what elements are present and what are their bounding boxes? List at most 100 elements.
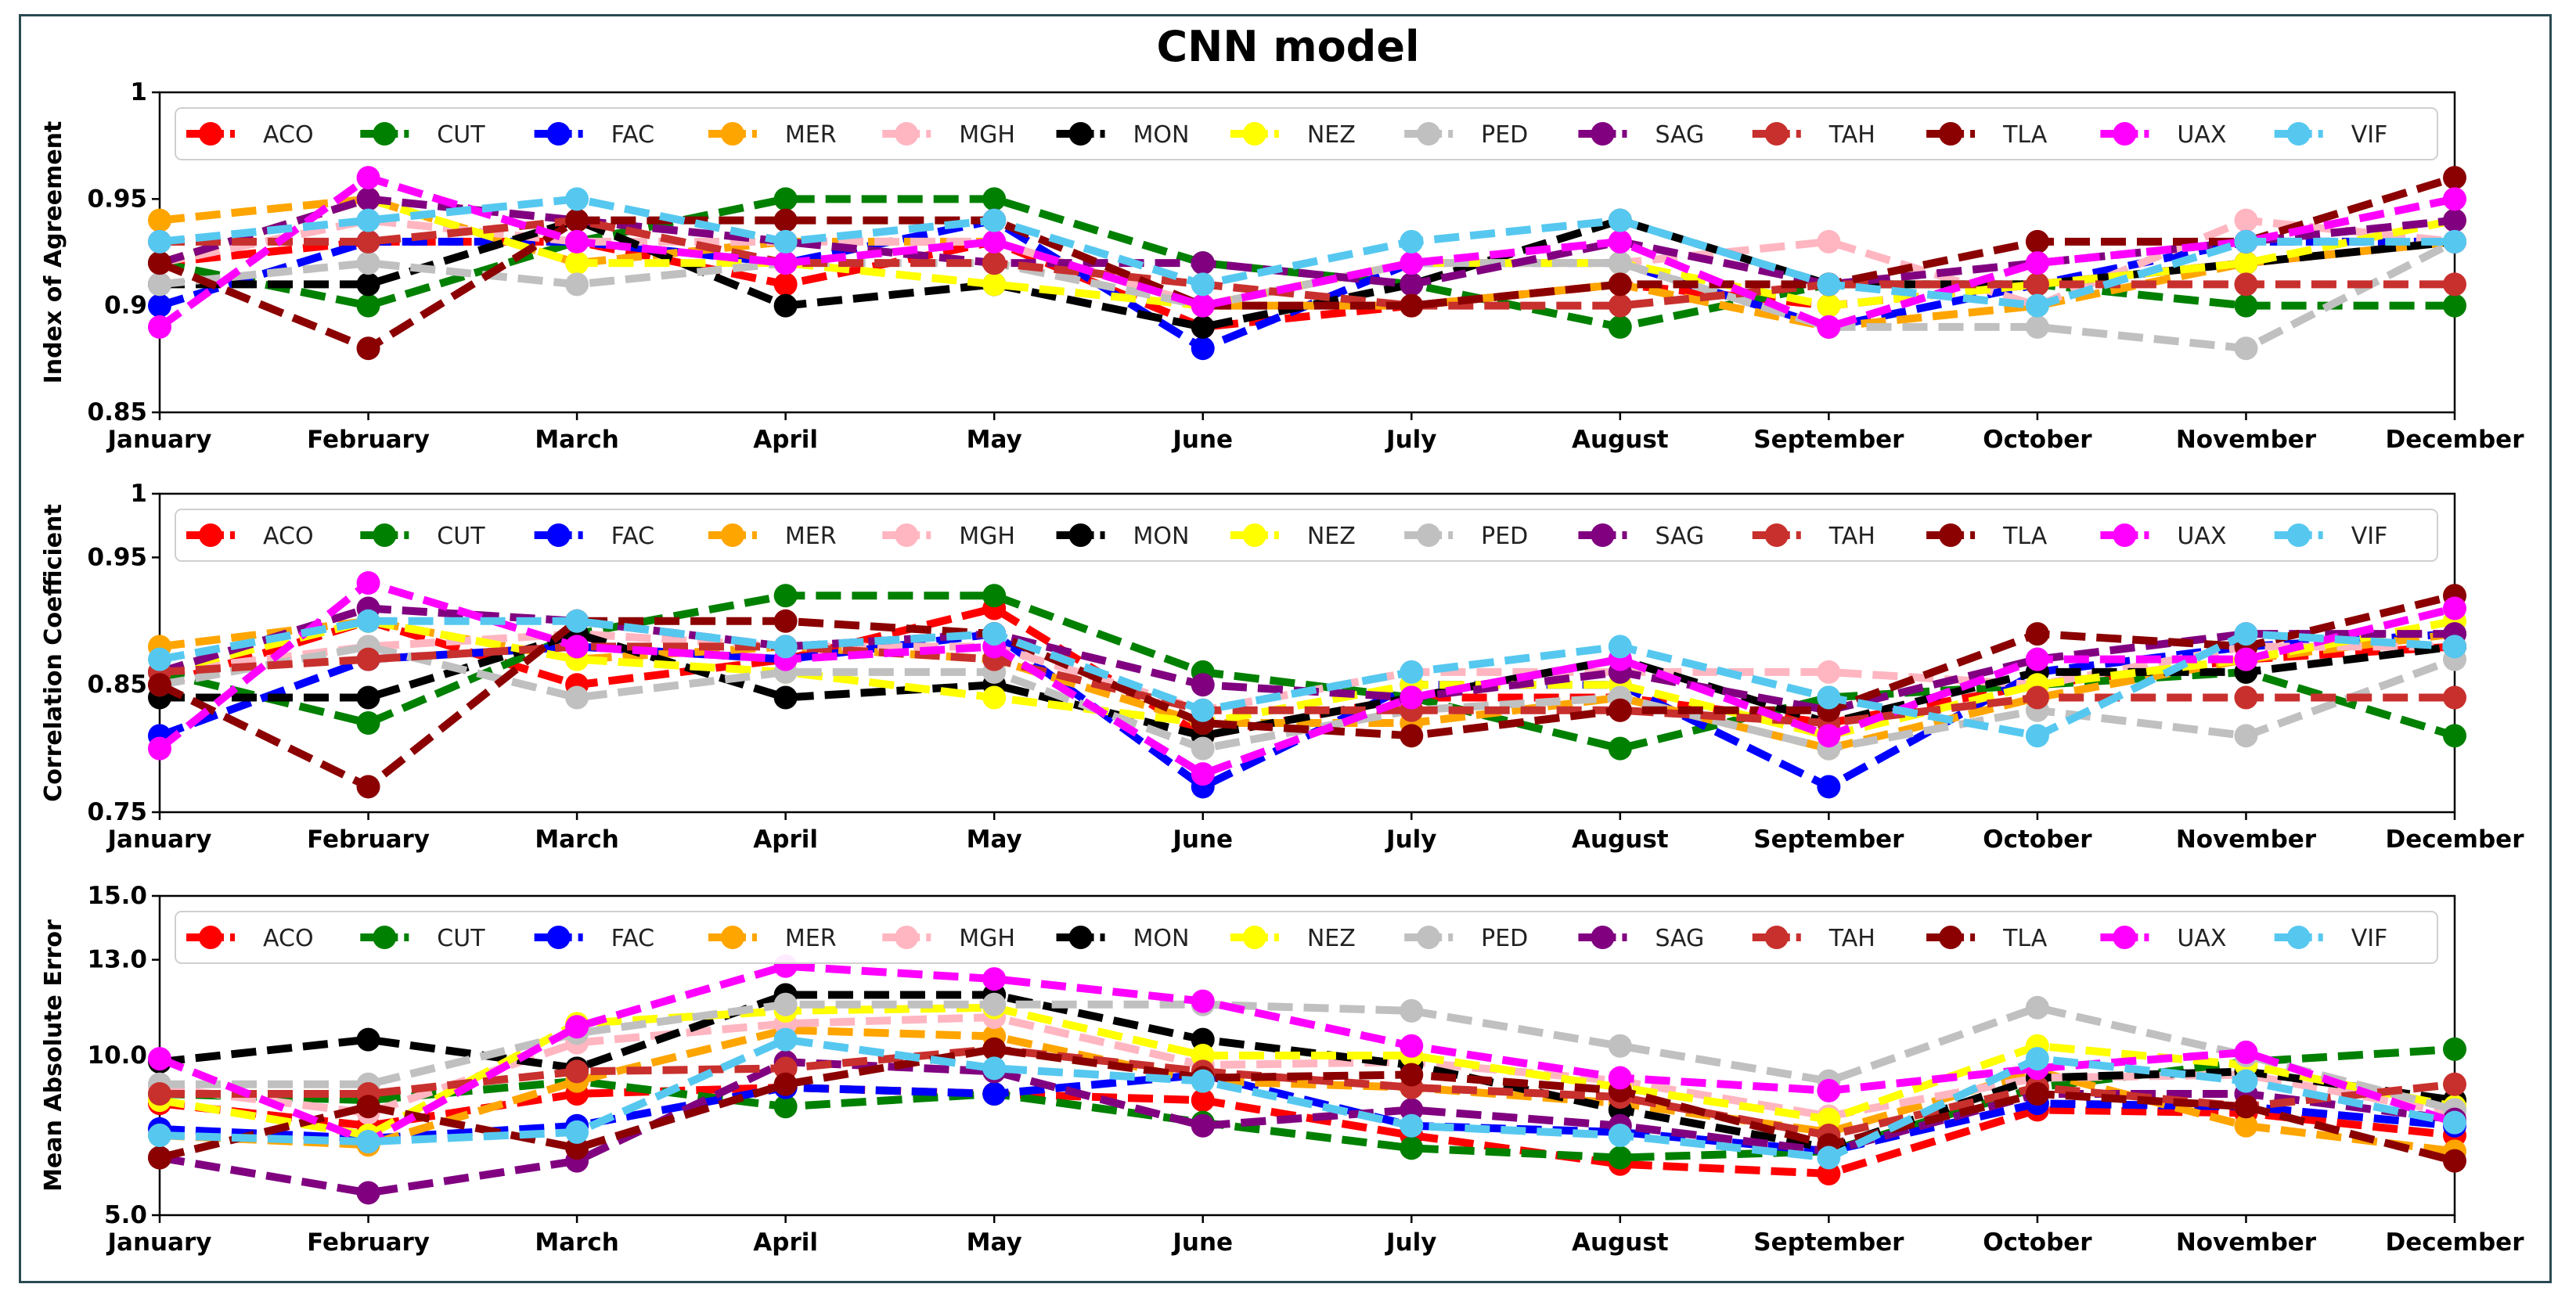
legend-marker-PED (1417, 523, 1441, 547)
data-point-VIF (565, 1120, 589, 1144)
data-point-TAH (2443, 685, 2466, 710)
legend-label-MON: MON (1133, 523, 1190, 550)
legend: ACO CUT FAC MER MGH MON NEZ PED SAG TAH TLA UAX VIF (175, 911, 2438, 964)
data-point-UAX (148, 1047, 171, 1071)
data-point-CUT (2443, 293, 2466, 318)
legend-label-MGH: MGH (959, 925, 1015, 952)
series-group (148, 166, 2466, 361)
x-tick-label: January (106, 825, 211, 854)
x-tick-label: January (106, 1228, 211, 1257)
data-point-VIF (773, 229, 798, 254)
data-point-UAX (148, 736, 171, 761)
data-point-TAH (982, 251, 1007, 275)
y-tick-label: 0.85 (88, 398, 148, 426)
legend-marker-SAG (1591, 523, 1615, 547)
data-point-UAX (1191, 989, 1215, 1013)
data-point-SAG (356, 1181, 380, 1205)
legend-marker-ACO (199, 122, 222, 146)
data-point-UAX (565, 635, 589, 659)
figure-title: CNN model (1156, 22, 1420, 71)
legend-marker-UAX (2113, 523, 2137, 547)
data-point-TLA (148, 251, 171, 275)
series-line-PED (159, 238, 2457, 353)
legend-label-FAC: FAC (611, 523, 654, 550)
data-point-MGH (2234, 208, 2258, 232)
data-point-VIF (2025, 293, 2049, 318)
x-tick-label: October (1983, 825, 2092, 854)
data-point-TAH (2234, 685, 2258, 710)
data-point-VIF (2443, 1110, 2466, 1135)
data-point-VIF (773, 1027, 798, 1052)
data-point-MON (356, 685, 380, 710)
legend-label-SAG: SAG (1655, 925, 1704, 952)
x-tick-label: April (753, 426, 818, 454)
data-point-VIF (982, 1056, 1007, 1081)
data-point-NEZ (982, 272, 1007, 297)
data-point-VIF (356, 208, 380, 232)
data-point-UAX (356, 570, 380, 595)
data-point-UAX (1817, 315, 1841, 339)
data-point-VIF (148, 229, 171, 254)
series-line-UAX (158, 962, 2456, 1146)
legend-marker-FAC (546, 523, 571, 547)
legend-label-MER: MER (785, 925, 837, 952)
y-tick-label: 1 (130, 480, 147, 508)
data-point-TAH (1608, 293, 1632, 318)
x-tick-label: October (1983, 1228, 2092, 1257)
x-tick-label: October (1983, 426, 2092, 454)
data-point-VIF (148, 1124, 171, 1147)
data-point-FAC (1191, 336, 1215, 361)
x-tick-label: December (2386, 825, 2525, 854)
series-line-NEZ (159, 1003, 2455, 1139)
data-point-UAX (982, 229, 1007, 254)
data-point-VIF (982, 622, 1007, 646)
data-point-CUT (773, 187, 798, 211)
series-line-PED (160, 1000, 2456, 1114)
data-point-VIF (1608, 208, 1632, 232)
legend-label-NEZ: NEZ (1307, 925, 1356, 952)
data-point-CUT (1608, 1146, 1632, 1170)
data-point-MER (2234, 1113, 2258, 1138)
data-point-UAX (2443, 187, 2466, 211)
chart-panel-3: 5.0 10.0 13.0 15.0 January February March April… (40, 882, 2524, 1257)
legend-marker-UAX (2113, 122, 2137, 146)
legend-marker-SAG (1591, 122, 1615, 146)
x-tick-label: August (1572, 1228, 1669, 1257)
data-point-PED (982, 992, 1007, 1016)
legend-label-FAC: FAC (611, 925, 654, 952)
legend-marker-MER (720, 523, 744, 547)
data-point-CUT (773, 584, 798, 608)
data-point-SAG (1191, 673, 1215, 697)
data-point-MON (1191, 315, 1215, 339)
data-point-TLA (1400, 293, 1424, 318)
data-point-CUT (982, 187, 1007, 211)
data-point-VIF (1191, 1069, 1215, 1093)
data-point-FAC (982, 1081, 1007, 1106)
x-tick-label: June (1171, 825, 1233, 854)
y-tick-label: 10.0 (88, 1041, 148, 1070)
legend-marker-TLA (1939, 122, 1963, 146)
data-point-VIF (2025, 1047, 2049, 1071)
legend-marker-TLA (1939, 523, 1963, 547)
data-point-UAX (2025, 251, 2049, 275)
legend: ACO CUT FAC MER MGH MON NEZ PED SAG TAH TLA UAX VIF (175, 509, 2438, 562)
data-point-TAH (356, 229, 380, 254)
x-tick-label: February (307, 1228, 430, 1257)
series-line-TAH (160, 1045, 2455, 1139)
data-point-TLA (356, 775, 380, 799)
x-tick-label: November (2176, 825, 2317, 854)
data-point-UAX (1400, 251, 1424, 275)
legend-label-MGH: MGH (959, 523, 1015, 550)
series-group (148, 954, 2466, 1205)
series-group (148, 570, 2466, 799)
legend-label-ACO: ACO (263, 121, 314, 149)
data-point-TLA (1608, 698, 1632, 722)
legend-label-TLA: TLA (2002, 121, 2048, 149)
data-point-TLA (982, 1037, 1007, 1061)
data-point-TLA (1608, 272, 1632, 297)
y-tick-label: 15.0 (88, 882, 148, 910)
data-point-TLA (773, 208, 798, 232)
legend-marker-UAX (2113, 926, 2137, 949)
data-point-UAX (148, 315, 171, 339)
x-tick-label: September (1753, 825, 1904, 854)
